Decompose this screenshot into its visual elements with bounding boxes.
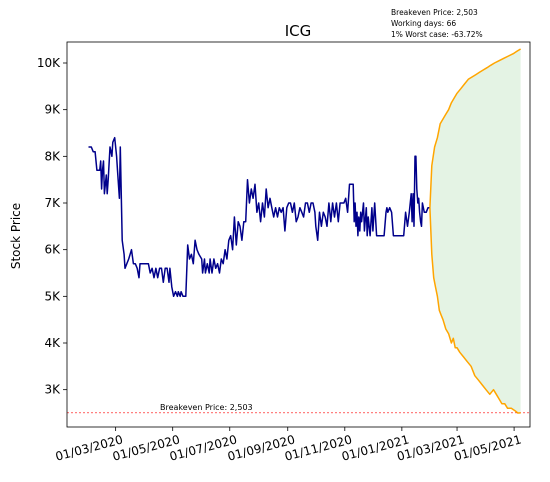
y-tick-label: 3K (44, 383, 61, 397)
y-tick-label: 6K (44, 243, 61, 257)
y-tick-label: 4K (44, 336, 61, 350)
y-tick-label: 8K (44, 149, 61, 163)
chart-title: ICG (285, 22, 312, 40)
y-tick-label: 7K (44, 196, 61, 210)
y-axis-label: Stock Price (9, 203, 23, 269)
y-tick-label: 5K (44, 289, 61, 303)
y-tick-label: 9K (44, 103, 61, 117)
breakeven-annotation: Breakeven Price: 2,503 (160, 403, 253, 412)
projection-fill-area (430, 49, 521, 413)
info-working-days-text: Working days: 66 (391, 20, 456, 28)
y-tick-label: 10K (37, 56, 61, 70)
info-breakeven-text: Breakeven Price: 2,503 (391, 9, 478, 17)
historical-price-line (89, 138, 430, 297)
info-worst-case-text: 1% Worst case: -63.72% (391, 31, 483, 39)
